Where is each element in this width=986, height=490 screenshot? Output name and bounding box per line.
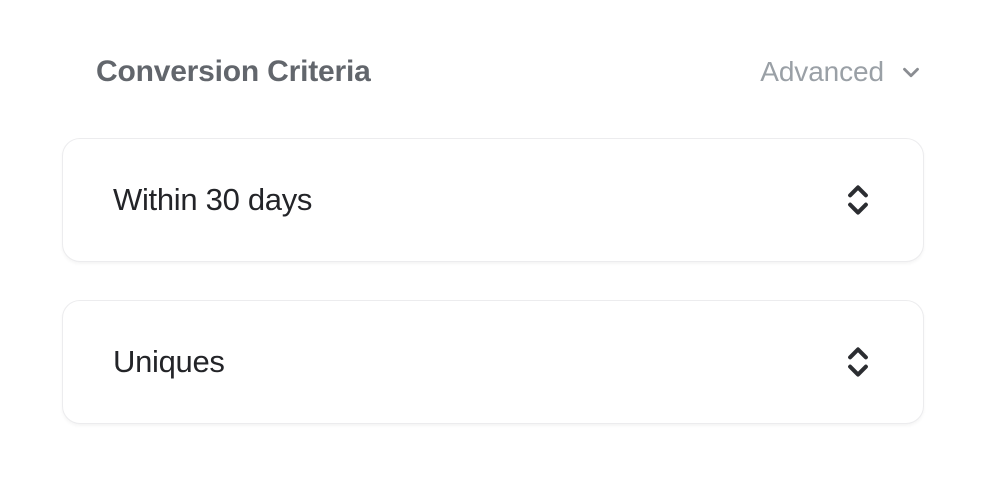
conversion-counting-select-value: Uniques xyxy=(113,344,225,379)
stacked-chevrons-icon[interactable] xyxy=(841,340,875,384)
conversion-window-select-value: Within 30 days xyxy=(113,182,313,217)
advanced-toggle-label: Advanced xyxy=(760,56,884,87)
conversion-window-select[interactable]: Within 30 days xyxy=(62,138,924,262)
panel-header: Conversion Criteria Advanced xyxy=(62,46,924,98)
conversion-counting-select[interactable]: Uniques xyxy=(62,300,924,424)
chevron-down-icon[interactable] xyxy=(898,59,924,85)
advanced-toggle-button[interactable]: Advanced xyxy=(760,56,924,88)
stacked-chevrons-icon[interactable] xyxy=(841,178,875,222)
page-title: Conversion Criteria xyxy=(96,55,371,88)
